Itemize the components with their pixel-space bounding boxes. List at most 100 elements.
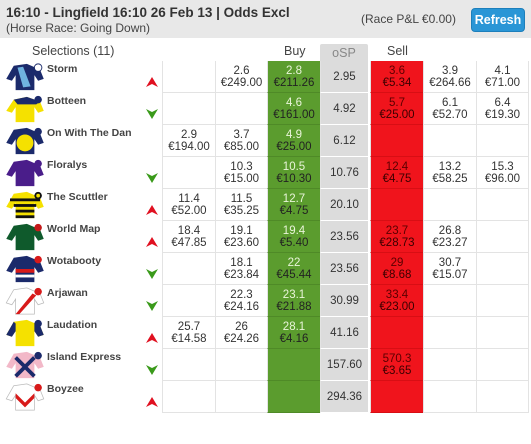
sell-price-3[interactable] bbox=[476, 125, 529, 157]
osp-price[interactable]: 30.99 bbox=[320, 285, 368, 317]
sell-price-3[interactable]: 6.4 €19.30 bbox=[476, 93, 529, 125]
sell-price-best[interactable] bbox=[370, 381, 423, 413]
buy-price-2[interactable]: 11.5 €35.25 bbox=[215, 189, 267, 221]
sell-price-best[interactable]: 23.7 €28.73 bbox=[370, 221, 423, 253]
sell-price-3[interactable] bbox=[476, 221, 529, 253]
buy-price-best[interactable]: 23.1 €21.88 bbox=[267, 285, 320, 317]
buy-price-3[interactable] bbox=[162, 381, 215, 413]
osp-price[interactable]: 10.76 bbox=[320, 157, 368, 189]
odds-value: 11.4 bbox=[178, 193, 200, 205]
sell-price-3[interactable] bbox=[476, 349, 529, 381]
osp-price[interactable]: 20.10 bbox=[320, 189, 368, 221]
sell-price-2[interactable]: 6.1 €52.70 bbox=[423, 93, 476, 125]
refresh-button[interactable]: Refresh bbox=[471, 8, 525, 32]
sell-price-best[interactable]: 12.4 €4.75 bbox=[370, 157, 423, 189]
sell-price-2[interactable]: 3.9 €264.66 bbox=[423, 61, 476, 93]
runner-name[interactable]: The Scuttler bbox=[47, 191, 108, 203]
runner-name[interactable]: World Map bbox=[47, 223, 101, 235]
sell-price-best[interactable] bbox=[370, 317, 423, 349]
trend-up-icon bbox=[146, 330, 158, 343]
buy-price-2[interactable]: 10.3 €15.00 bbox=[215, 157, 267, 189]
buy-price-best[interactable]: 12.7 €4.75 bbox=[267, 189, 320, 221]
sell-price-best[interactable] bbox=[370, 125, 423, 157]
sell-price-2[interactable] bbox=[423, 317, 476, 349]
buy-price-3[interactable]: 18.4 €47.85 bbox=[162, 221, 215, 253]
buy-price-2[interactable]: 18.1 €23.84 bbox=[215, 253, 267, 285]
stake-amount: €23.00 bbox=[379, 301, 415, 313]
osp-price[interactable]: 41.16 bbox=[320, 317, 368, 349]
osp-price[interactable]: 4.92 bbox=[320, 93, 368, 125]
buy-price-best[interactable]: 2.8 €211.26 bbox=[267, 61, 320, 93]
buy-price-3[interactable] bbox=[162, 61, 215, 93]
osp-price[interactable]: 6.12 bbox=[320, 125, 368, 157]
buy-price-3[interactable] bbox=[162, 253, 215, 285]
sell-price-2[interactable] bbox=[423, 349, 476, 381]
buy-price-best[interactable]: 10.5 €10.30 bbox=[267, 157, 320, 189]
sell-price-2[interactable]: 30.7 €15.07 bbox=[423, 253, 476, 285]
osp-price[interactable]: 157.60 bbox=[320, 349, 368, 381]
osp-price[interactable]: 23.56 bbox=[320, 221, 368, 253]
sell-price-best[interactable]: 33.4 €23.00 bbox=[370, 285, 423, 317]
sell-price-best[interactable]: 5.7 €25.00 bbox=[370, 93, 423, 125]
sell-price-2[interactable] bbox=[423, 381, 476, 413]
stake-amount: €161.00 bbox=[273, 109, 315, 121]
runner-name[interactable]: Island Express bbox=[47, 351, 122, 363]
runner-name[interactable]: Botteen bbox=[47, 95, 87, 107]
sell-price-2[interactable] bbox=[423, 125, 476, 157]
sell-price-best[interactable] bbox=[370, 189, 423, 221]
odds-value: 11.5 bbox=[230, 193, 253, 205]
osp-price[interactable]: 294.36 bbox=[320, 381, 368, 413]
odds-value: 12.4 bbox=[385, 161, 409, 173]
sell-price-3[interactable] bbox=[476, 381, 529, 413]
buy-price-3[interactable]: 2.9 €194.00 bbox=[162, 125, 215, 157]
runner-row: Boyzee 294.36 bbox=[0, 381, 531, 413]
buy-price-3[interactable]: 25.7 €14.58 bbox=[162, 317, 215, 349]
buy-price-best[interactable]: 4.6 €161.00 bbox=[267, 93, 320, 125]
runner-name[interactable]: Floralys bbox=[47, 159, 88, 171]
buy-price-2[interactable]: 22.3 €24.16 bbox=[215, 285, 267, 317]
buy-price-2[interactable] bbox=[215, 93, 267, 125]
buy-price-3[interactable]: 11.4 €52.00 bbox=[162, 189, 215, 221]
stake-amount: €15.07 bbox=[432, 269, 468, 281]
buy-price-2[interactable] bbox=[215, 349, 267, 381]
buy-price-2[interactable]: 26 €24.26 bbox=[215, 317, 267, 349]
odds-value: 12.7 bbox=[282, 193, 306, 205]
buy-price-3[interactable] bbox=[162, 157, 215, 189]
buy-price-best[interactable] bbox=[267, 381, 320, 413]
runner-name[interactable]: Arjawan bbox=[47, 287, 88, 299]
stake-amount: €4.16 bbox=[279, 333, 309, 345]
sell-price-2[interactable]: 26.8 €23.27 bbox=[423, 221, 476, 253]
buy-price-best[interactable] bbox=[267, 349, 320, 381]
osp-price[interactable]: 23.56 bbox=[320, 253, 368, 285]
runner-name[interactable]: Storm bbox=[47, 63, 78, 75]
sell-price-3[interactable] bbox=[476, 189, 529, 221]
sell-price-best[interactable]: 570.3 €3.65 bbox=[370, 349, 423, 381]
runner-name[interactable]: Wotabooty bbox=[47, 255, 102, 267]
sell-price-best[interactable]: 29 €8.68 bbox=[370, 253, 423, 285]
buy-price-2[interactable]: 3.7 €85.00 bbox=[215, 125, 267, 157]
buy-price-2[interactable]: 19.1 €23.60 bbox=[215, 221, 267, 253]
sell-price-3[interactable] bbox=[476, 317, 529, 349]
buy-price-3[interactable] bbox=[162, 93, 215, 125]
buy-price-3[interactable] bbox=[162, 349, 215, 381]
buy-price-3[interactable] bbox=[162, 285, 215, 317]
sell-price-2[interactable] bbox=[423, 189, 476, 221]
sell-price-3[interactable]: 15.3 €96.00 bbox=[476, 157, 529, 189]
sell-price-3[interactable] bbox=[476, 253, 529, 285]
buy-price-best[interactable]: 19.4 €5.40 bbox=[267, 221, 320, 253]
sell-price-best[interactable]: 3.6 €5.34 bbox=[370, 61, 423, 93]
buy-price-best[interactable]: 4.9 €25.00 bbox=[267, 125, 320, 157]
buy-price-best[interactable]: 28.1 €4.16 bbox=[267, 317, 320, 349]
runner-name[interactable]: Laudation bbox=[47, 319, 98, 331]
stake-amount: €47.85 bbox=[171, 237, 207, 249]
buy-price-best[interactable]: 22 €45.44 bbox=[267, 253, 320, 285]
runner-name[interactable]: On With The Dan bbox=[47, 127, 132, 139]
runner-name[interactable]: Boyzee bbox=[47, 383, 84, 395]
sell-price-3[interactable]: 4.1 €71.00 bbox=[476, 61, 529, 93]
buy-price-2[interactable]: 2.6 €249.00 bbox=[215, 61, 267, 93]
sell-price-2[interactable] bbox=[423, 285, 476, 317]
osp-price[interactable]: 2.95 bbox=[320, 61, 368, 93]
sell-price-2[interactable]: 13.2 €58.25 bbox=[423, 157, 476, 189]
sell-price-3[interactable] bbox=[476, 285, 529, 317]
buy-price-2[interactable] bbox=[215, 381, 267, 413]
